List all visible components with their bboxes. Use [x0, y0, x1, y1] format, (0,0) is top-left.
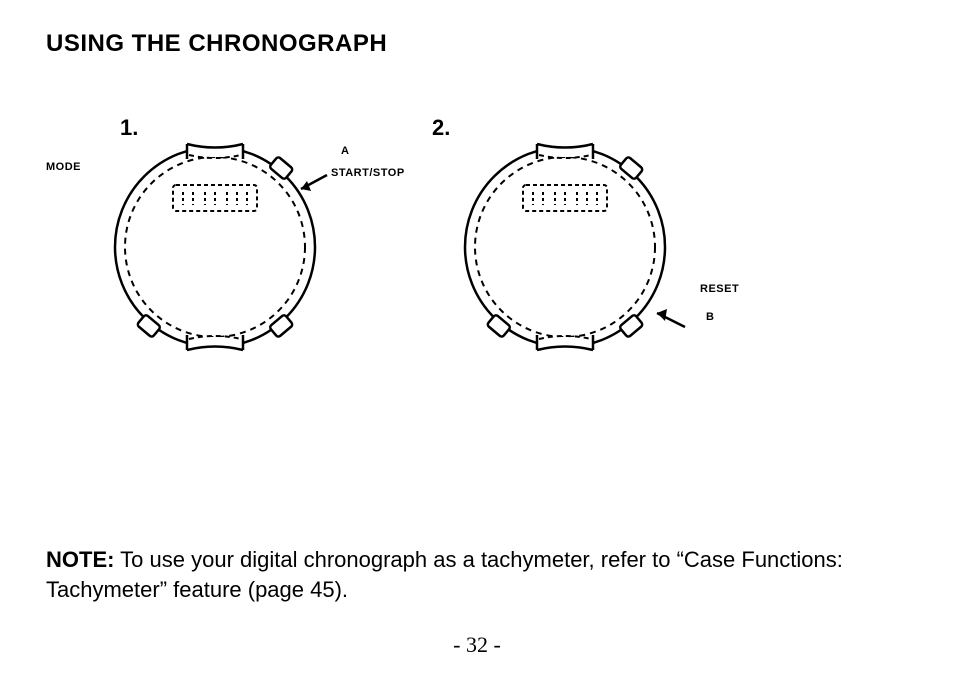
button-a-letter: A: [341, 145, 349, 157]
watch-diagram-1: [95, 127, 335, 372]
page-number: - 32 -: [0, 632, 954, 658]
start-stop-label: START/STOP: [331, 167, 405, 179]
note-text: To use your digital chronograph as a tac…: [46, 547, 843, 602]
note-label: NOTE:: [46, 547, 114, 572]
note-block: NOTE: To use your digital chronograph as…: [46, 545, 906, 604]
reset-label: RESET: [700, 283, 739, 295]
chronograph-diagram: 1. MODE A START/STOP: [40, 115, 860, 395]
page-heading: USING THE CHRONOGRAPH: [46, 30, 387, 58]
manual-page: USING THE CHRONOGRAPH 1. MODE A START/ST…: [0, 0, 954, 676]
button-b-letter: B: [706, 311, 714, 323]
watch-diagram-2: [445, 127, 685, 372]
mode-label: MODE: [46, 161, 81, 173]
